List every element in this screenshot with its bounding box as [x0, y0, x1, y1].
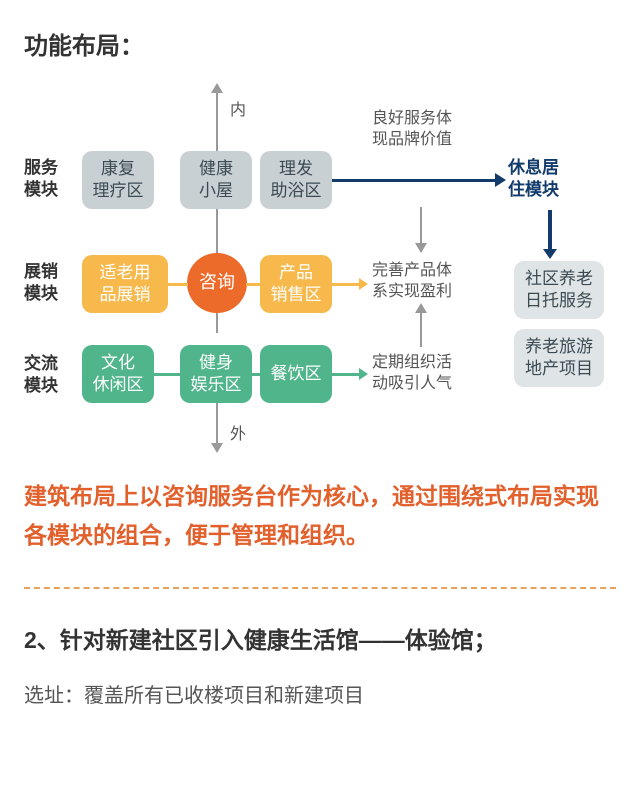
circle-consult: 咨询 [187, 253, 247, 313]
axis-mid2 [216, 313, 218, 333]
note-profit: 完善产品体 系实现盈利 [372, 261, 482, 303]
box-culture: 文化 休闲区 [82, 345, 154, 403]
box-elder-products: 适老用 品展销 [82, 255, 168, 313]
axis-mid [216, 209, 218, 257]
box-rehab: 康复 理疗区 [82, 151, 154, 209]
axis-label-bottom: 外 [230, 425, 250, 446]
note-service: 良好服务体 现品牌价值 [372, 109, 482, 151]
connector-g2 [252, 373, 262, 376]
arrow-service-to-rest [332, 179, 496, 182]
row-label-service: 服务 模块 [24, 157, 78, 201]
layout-diagram: 内 外 服务 模块 展销 模块 交流 模块 康复 理疗区 健康 小屋 理发 助浴… [24, 85, 616, 455]
note-activity: 定期组织活 动吸引人气 [372, 353, 482, 395]
box-dining: 餐饮区 [260, 345, 332, 403]
axis-label-top: 内 [230, 101, 250, 122]
box-senior-travel: 养老旅游 地产项目 [514, 329, 604, 387]
connector-right [246, 283, 262, 286]
connector-far-right [332, 283, 360, 286]
box-product-sales: 产品 销售区 [260, 255, 332, 313]
box-fitness: 健身 娱乐区 [180, 345, 252, 403]
connector-g1 [154, 373, 180, 376]
divider [24, 587, 616, 589]
box-community-daycare: 社区养老 日托服务 [514, 261, 604, 319]
arrow-note-up [420, 311, 422, 347]
arrow-note-down [420, 207, 422, 245]
box-health-hut: 健康 小屋 [180, 151, 252, 209]
row-label-sales: 展销 模块 [24, 261, 78, 305]
row-label-social: 交流 模块 [24, 353, 78, 397]
section2-heading: 2、针对新建社区引入健康生活馆——体验馆； [24, 621, 616, 655]
box-barber-bath: 理发 助浴区 [260, 151, 332, 209]
arrow-rest-down [548, 210, 552, 250]
right-label-rest: 休息居 住模块 [508, 157, 588, 201]
description: 建筑布局上以咨询服务台作为核心，通过围绕式布局实现各模块的组合，便于管理和组织。 [24, 477, 616, 555]
axis-arrow-up [216, 91, 218, 151]
arrow-green-right [332, 373, 360, 376]
page-title: 功能布局： [24, 26, 616, 61]
connector-left [168, 283, 188, 286]
section2-sub: 选址：覆盖所有已收楼项目和新建项目 [24, 679, 616, 708]
